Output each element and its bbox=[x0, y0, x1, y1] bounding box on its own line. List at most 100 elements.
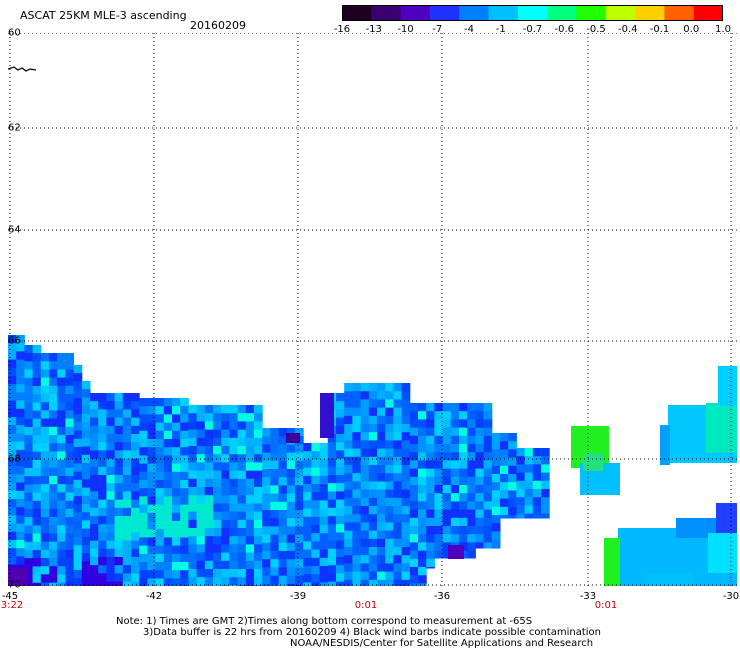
wind-cell bbox=[213, 413, 222, 422]
wind-cell bbox=[40, 525, 50, 534]
wind-cell bbox=[360, 415, 370, 425]
wind-cell bbox=[459, 476, 468, 486]
wind-cell bbox=[139, 537, 148, 547]
wind-cell bbox=[188, 421, 198, 431]
colorbar-label: -10 bbox=[397, 24, 414, 35]
wind-cell bbox=[500, 441, 509, 450]
wind-cell bbox=[245, 446, 255, 455]
wind-cell bbox=[16, 523, 25, 533]
colorbar-label: -16 bbox=[333, 24, 351, 35]
wind-cell bbox=[73, 455, 83, 464]
wind-cell bbox=[418, 411, 427, 420]
wind-cell bbox=[90, 475, 99, 484]
wind-cell bbox=[32, 361, 42, 371]
wind-cell bbox=[278, 551, 288, 560]
wind-cell bbox=[500, 506, 509, 516]
wind-cell bbox=[16, 466, 25, 475]
wind-cell bbox=[155, 570, 165, 579]
wind-cell bbox=[81, 528, 91, 538]
wind-cell bbox=[360, 383, 370, 392]
wind-cell bbox=[24, 353, 34, 362]
wind-cell bbox=[352, 547, 362, 556]
wind-cell bbox=[65, 525, 75, 534]
wind-cell bbox=[319, 484, 329, 493]
wind-cell bbox=[311, 492, 321, 501]
wind-cell bbox=[172, 430, 181, 440]
wind-cell bbox=[467, 452, 476, 461]
wind-cell bbox=[418, 427, 427, 437]
wind-cell bbox=[122, 442, 132, 451]
wind-cell bbox=[270, 575, 280, 585]
wind-cell bbox=[237, 454, 247, 463]
wind-cell bbox=[352, 555, 362, 564]
wind-cell bbox=[409, 526, 419, 535]
wind-cell bbox=[385, 579, 394, 586]
wind-cell bbox=[73, 373, 83, 382]
wind-cell bbox=[229, 454, 239, 463]
wind-cell bbox=[368, 497, 378, 507]
wind-cell bbox=[188, 577, 198, 586]
wind-cell bbox=[114, 548, 124, 558]
wind-cell bbox=[377, 538, 386, 548]
wind-cell bbox=[508, 449, 517, 459]
wind-cell bbox=[172, 422, 181, 432]
wind-cell bbox=[237, 437, 247, 447]
wind-cell bbox=[221, 405, 230, 414]
wind-cell bbox=[393, 530, 403, 540]
wind-cell bbox=[98, 524, 107, 533]
wind-cell bbox=[122, 409, 132, 419]
wind-cell bbox=[401, 383, 411, 392]
wind-cell bbox=[40, 361, 50, 370]
wind-cell bbox=[40, 517, 50, 526]
wind-cell bbox=[270, 534, 280, 544]
wind-cell bbox=[172, 398, 181, 407]
wind-cell bbox=[352, 383, 362, 392]
wind-cell bbox=[483, 517, 493, 527]
wind-cell bbox=[360, 456, 370, 466]
wind-cell bbox=[114, 573, 124, 583]
wind-cell bbox=[122, 516, 132, 525]
wind-cell bbox=[278, 526, 288, 536]
wind-cell bbox=[377, 522, 386, 532]
wind-cell bbox=[475, 452, 485, 461]
wind-cell bbox=[81, 397, 91, 407]
colorbar-segment bbox=[547, 5, 578, 21]
wind-cell bbox=[368, 383, 378, 392]
wind-cell bbox=[8, 425, 17, 434]
wind-cell bbox=[147, 545, 157, 555]
wind-cell bbox=[16, 392, 25, 402]
wind-cell bbox=[483, 411, 493, 420]
wind-cell bbox=[163, 447, 173, 456]
wind-cell bbox=[147, 480, 157, 489]
wind-cell bbox=[532, 472, 542, 482]
wind-cell bbox=[139, 406, 148, 415]
wind-cell bbox=[393, 563, 403, 573]
wind-cell bbox=[204, 552, 214, 562]
wind-cell bbox=[147, 578, 157, 586]
wind-cell bbox=[49, 361, 58, 370]
wind-cell bbox=[385, 465, 394, 474]
wind-cell bbox=[237, 413, 247, 422]
wind-cell bbox=[254, 519, 263, 529]
wind-cell bbox=[229, 470, 239, 480]
wind-cell bbox=[98, 393, 107, 402]
wind-cell bbox=[393, 440, 403, 450]
wind-cell bbox=[213, 495, 222, 504]
wind-cell bbox=[221, 478, 230, 488]
wind-cell bbox=[196, 487, 206, 496]
wind-cell bbox=[172, 480, 181, 489]
wind-cell bbox=[229, 536, 239, 545]
wind-cell bbox=[393, 538, 403, 548]
wind-cell bbox=[262, 501, 271, 511]
wind-cell bbox=[213, 437, 222, 447]
wind-cell bbox=[204, 462, 214, 472]
wind-cell bbox=[196, 560, 206, 570]
wind-cell bbox=[65, 361, 75, 370]
wind-cell bbox=[319, 467, 329, 477]
wind-cell bbox=[57, 435, 66, 444]
wind-cell bbox=[163, 496, 173, 506]
wind-cell bbox=[213, 536, 222, 545]
wind-cell bbox=[122, 491, 132, 501]
wind-cell bbox=[114, 499, 124, 509]
wind-cell bbox=[40, 426, 50, 436]
